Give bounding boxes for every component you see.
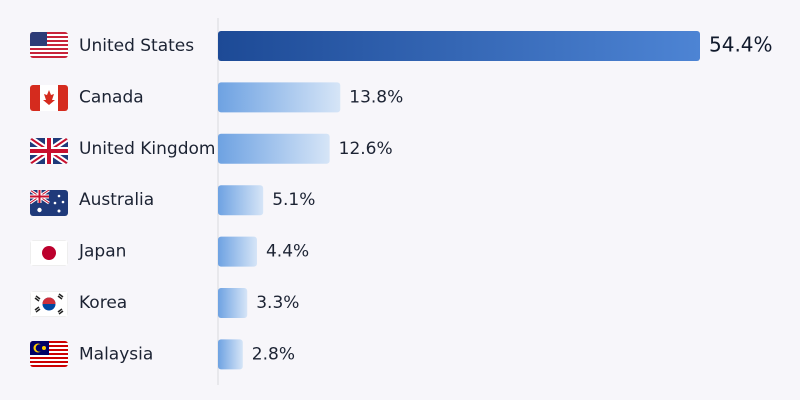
value-label: 54.4%	[709, 33, 773, 57]
category-label: United States	[79, 36, 194, 56]
flag-malaysia	[30, 341, 68, 367]
category-label: Korea	[79, 293, 127, 313]
category-label: Japan	[78, 242, 126, 262]
bar	[218, 339, 243, 370]
bar	[218, 236, 257, 267]
bar	[218, 288, 248, 318]
value-label: 3.3%	[256, 293, 299, 313]
flag-australia	[30, 190, 68, 216]
bar	[218, 82, 341, 113]
flag-korea	[30, 291, 68, 317]
category-label: Canada	[79, 87, 144, 107]
value-label: 13.8%	[349, 87, 403, 107]
bar	[218, 133, 330, 164]
category-label: United Kingdom	[79, 139, 215, 159]
value-label: 5.1%	[272, 190, 315, 210]
flag-canada	[30, 85, 68, 111]
value-label: 12.6%	[339, 139, 393, 159]
flag-uk	[30, 138, 68, 164]
bar	[218, 31, 700, 61]
flag-japan	[30, 240, 68, 266]
category-label: Malaysia	[79, 344, 153, 364]
value-label: 4.4%	[266, 242, 309, 262]
category-label: Australia	[79, 190, 154, 210]
flag-us	[30, 32, 68, 58]
bar	[218, 185, 264, 216]
value-label: 2.8%	[252, 344, 295, 364]
